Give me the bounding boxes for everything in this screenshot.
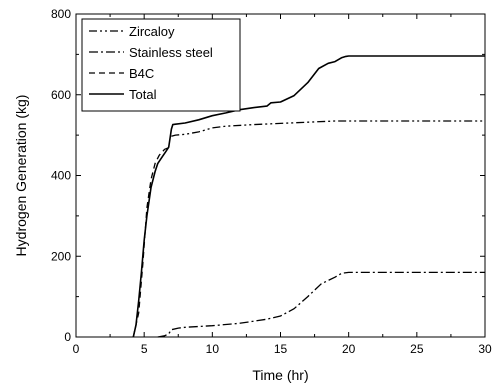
legend-label: B4C <box>129 66 154 81</box>
series-line-stainless-steel <box>157 271 485 338</box>
x-tick-label: 25 <box>410 342 424 356</box>
y-tick-label: 0 <box>64 330 71 344</box>
legend-box <box>81 18 241 112</box>
y-tick-label: 600 <box>51 88 71 102</box>
x-tick-label: 20 <box>342 342 356 356</box>
legend-label: Total <box>129 87 157 102</box>
series-line-total <box>132 55 485 338</box>
series-layer <box>132 55 485 338</box>
x-tick-label: 15 <box>274 342 288 356</box>
x-tick-label: 10 <box>206 342 220 356</box>
x-axis-label: Time (hr) <box>252 367 308 383</box>
y-axis-label: Hydrogen Generation (kg) <box>13 95 29 257</box>
x-tick-label: 30 <box>478 342 492 356</box>
series-line-b4c <box>132 145 172 338</box>
x-tick-label: 5 <box>141 342 148 356</box>
x-tick-label: 0 <box>73 342 80 356</box>
y-tick-label: 400 <box>51 169 71 183</box>
y-tick-label: 200 <box>51 249 71 263</box>
legend-label: Zircaloy <box>129 24 175 39</box>
legend: Zircaloy Stainless steel B4C Total <box>81 18 241 112</box>
x-axis: 0 5 10 15 20 25 30 <box>73 14 492 356</box>
series-line-zircaloy <box>171 120 485 137</box>
y-axis: 0 200 400 600 800 <box>51 7 485 344</box>
y-tick-label: 800 <box>51 7 71 21</box>
legend-label: Stainless steel <box>129 45 213 60</box>
